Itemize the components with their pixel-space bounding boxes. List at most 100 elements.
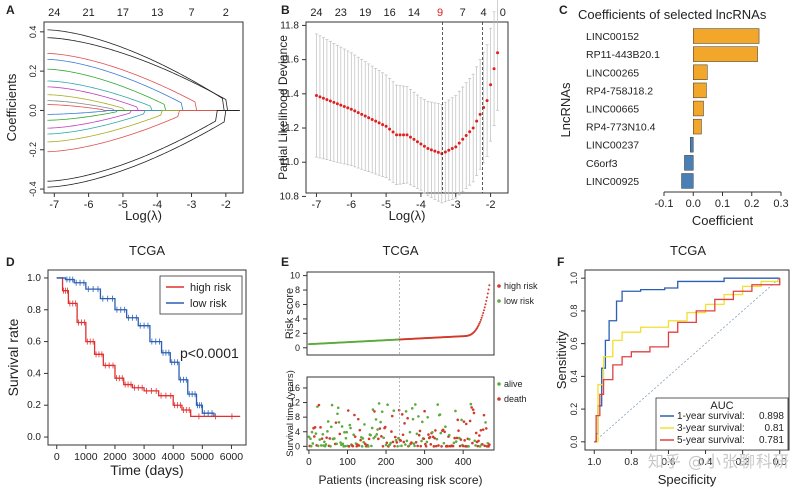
survival-point <box>413 444 416 448</box>
deviance-point <box>412 137 416 141</box>
survival-point <box>309 444 313 448</box>
survival-point <box>417 415 420 418</box>
survival-point <box>474 444 477 447</box>
panel-e-xtick-label: 400 <box>455 457 472 468</box>
risk-score-point <box>488 284 491 287</box>
risk-score-point <box>478 322 481 325</box>
deviance-point <box>454 145 458 149</box>
panel-d-xtick-label: 5000 <box>191 451 215 463</box>
risk-score-point <box>486 292 489 295</box>
coefficient-bar <box>693 28 760 44</box>
panel-d-ytick-label: 1.0 <box>27 273 41 284</box>
deviance-point <box>339 103 343 107</box>
coefficient-bar <box>681 173 694 189</box>
survival-point <box>474 431 478 435</box>
panel-e-upper-ytick-label: 10 <box>290 271 300 281</box>
survival-point <box>404 410 408 413</box>
survival-point <box>353 413 356 417</box>
deviance-point <box>384 124 388 128</box>
survival-point <box>378 427 382 430</box>
panel-letter: D <box>6 255 15 269</box>
panel-b-xtick-label: -5 <box>381 199 391 211</box>
survival-point <box>390 414 394 418</box>
survival-point <box>318 438 322 441</box>
coefficient-path <box>47 53 240 111</box>
survival-point <box>370 426 374 430</box>
survival-point <box>438 413 442 416</box>
survival-point <box>446 444 450 448</box>
lncrna-label: LINC00237 <box>586 140 639 152</box>
deviance-point <box>346 106 350 110</box>
panel-d-ytick-label: 0.4 <box>27 368 41 379</box>
status-legend-label: death <box>504 394 527 404</box>
survival-point <box>380 410 384 414</box>
survival-point <box>461 444 465 448</box>
deviance-point <box>475 119 479 123</box>
deviance-point <box>370 117 374 121</box>
risk-score-point <box>479 318 482 321</box>
roc-curve <box>594 278 781 443</box>
km-curve <box>56 277 215 417</box>
coefficient-path <box>47 37 240 111</box>
roc-legend-label: 3-year survival: <box>677 423 745 434</box>
risk-score-point <box>481 314 484 317</box>
deviance-point <box>332 100 336 104</box>
survival-point <box>319 426 322 429</box>
deviance-point <box>457 141 461 145</box>
deviance-point <box>468 130 472 134</box>
panel-f-xtick-label: 0.2 <box>736 457 750 468</box>
survival-point <box>343 444 347 448</box>
survival-point <box>325 436 328 439</box>
survival-point <box>434 429 437 432</box>
survival-point <box>471 408 475 411</box>
risk-score-point <box>480 316 483 319</box>
panel-e-lower-ytick-label: 16 <box>290 383 300 393</box>
survival-point <box>316 444 320 448</box>
survival-point <box>405 439 409 443</box>
panel-f-title: TCGA <box>670 243 706 258</box>
diagonal-reference <box>594 277 780 443</box>
panel-a-df-count: 2 <box>223 7 229 19</box>
panel-e-lower-ytick-label: 4 <box>295 427 300 437</box>
deviance-point <box>415 140 419 144</box>
roc-curve <box>594 278 781 443</box>
deviance-point <box>447 148 451 152</box>
survival-point <box>412 442 416 445</box>
survival-point <box>400 413 404 416</box>
survival-point <box>352 433 355 437</box>
coefficient-path <box>47 29 240 111</box>
survival-point <box>360 445 364 448</box>
roc-legend-box <box>655 397 789 451</box>
panel-e-xtick-label: 0 <box>306 457 312 468</box>
survival-point <box>408 430 412 434</box>
panel-d-ytick-label: 0.0 <box>27 432 41 443</box>
panel-c-xtick-label: 0.1 <box>715 198 730 210</box>
panel-e-upper-ytick-label: 4 <box>295 314 300 324</box>
risk-score-point <box>482 309 485 312</box>
panel-d-ylabel: Survival rate <box>5 318 21 396</box>
survival-point <box>471 441 474 445</box>
km-legend-box <box>159 275 243 315</box>
survival-point <box>473 439 477 443</box>
panel-f-ytick-label: 0.6 <box>569 337 579 350</box>
deviance-point <box>450 147 454 151</box>
survival-point <box>476 444 480 448</box>
survival-point <box>397 408 401 412</box>
survival-point <box>426 416 429 419</box>
panel-b-xtick-label: -4 <box>416 199 426 211</box>
survival-point <box>484 421 487 424</box>
survival-point <box>443 430 446 434</box>
coefficient-path <box>47 110 240 182</box>
survival-point <box>359 438 362 442</box>
lncrna-label: LINC00265 <box>586 67 639 79</box>
survival-point <box>391 440 395 444</box>
panel-d-ytick-label: 0.6 <box>27 337 41 348</box>
deviance-point <box>381 123 385 127</box>
deviance-point <box>325 98 329 102</box>
survival-point <box>389 441 392 445</box>
panel-d-ytick-label: 0.2 <box>27 400 41 411</box>
survival-point <box>393 435 397 439</box>
coefficient-path <box>47 110 240 121</box>
panel-a-df-count: 13 <box>151 7 163 19</box>
panel-a-xtick-label: -2 <box>221 199 231 211</box>
